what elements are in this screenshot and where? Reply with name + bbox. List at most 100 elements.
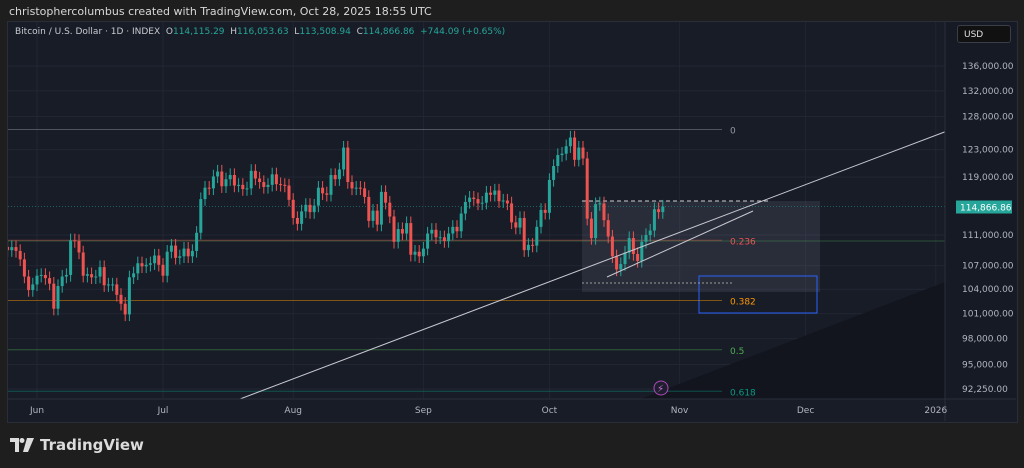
candle-body: [220, 171, 224, 187]
time-tick-label: Aug: [284, 406, 302, 416]
candle-body: [518, 217, 522, 228]
candle-body: [295, 217, 299, 224]
candle-body: [216, 171, 220, 177]
candle-body: [69, 240, 73, 275]
fib-level-label: 0: [730, 127, 736, 137]
price-tick-label: 95,000.00: [962, 361, 1008, 371]
time-tick-label: Jul: [157, 406, 169, 416]
candle-body: [552, 166, 556, 180]
candle-body: [581, 147, 585, 159]
candle-body: [178, 256, 182, 258]
price-tick-label: 136,000.00: [962, 62, 1014, 72]
candle-body: [48, 278, 52, 284]
candle-body: [165, 251, 169, 276]
candle-body: [283, 184, 287, 186]
price-tick-label: 101,000.00: [962, 310, 1014, 320]
candle-body: [438, 237, 442, 239]
low-value: 113,508.94: [299, 27, 351, 37]
candle-body: [228, 175, 232, 180]
candle-body: [455, 226, 459, 232]
candle-body: [497, 190, 501, 202]
candle-body: [132, 273, 136, 278]
candle-body: [451, 226, 455, 234]
candle-body: [52, 283, 56, 309]
high-value: 116,053.63: [237, 27, 289, 37]
candle-body: [182, 248, 186, 257]
candle-body: [501, 200, 505, 202]
candle-body: [346, 147, 350, 183]
candle-body: [203, 187, 207, 200]
candle-body: [434, 229, 438, 238]
price-tick-label: 128,000.00: [962, 112, 1014, 122]
candle-body: [350, 182, 354, 189]
candle-body: [543, 209, 547, 213]
candle-body: [400, 229, 404, 234]
change-value: +744.09 (+0.65%): [420, 27, 506, 37]
candle-body: [153, 255, 157, 264]
candle-body: [405, 223, 409, 234]
candle-body: [640, 241, 644, 261]
candle-body: [363, 188, 367, 197]
candle-body: [375, 210, 379, 225]
candle-body: [274, 174, 278, 185]
candle-body: [354, 187, 358, 189]
time-tick-label: Nov: [671, 406, 689, 416]
candle-body: [379, 191, 383, 225]
candle-body: [14, 247, 18, 251]
candle-body: [388, 202, 392, 217]
candle-body: [459, 213, 463, 232]
candle-body: [321, 187, 325, 194]
candle-body: [636, 253, 640, 261]
time-tick-label: Jun: [29, 406, 44, 416]
candle-body: [342, 147, 346, 170]
candle-body: [489, 192, 493, 195]
candle-body: [190, 250, 194, 257]
candle-body: [237, 184, 241, 186]
candle-body: [81, 252, 85, 276]
candle-body: [43, 274, 47, 279]
candle-body: [627, 238, 631, 253]
candle-body: [123, 303, 127, 315]
candle-body: [568, 137, 572, 147]
candle-body: [505, 200, 509, 204]
candle-body: [535, 226, 539, 246]
candle-body: [480, 202, 484, 204]
candle-body: [623, 252, 627, 265]
candle-body: [392, 216, 396, 242]
fib-level-label: 0.382: [730, 298, 756, 308]
candle-body: [312, 205, 316, 213]
symbol-title[interactable]: Bitcoin / U.S. Dollar · 1D · INDEX: [15, 27, 161, 37]
candle-body: [262, 182, 266, 187]
candle-body: [90, 274, 94, 278]
currency-button[interactable]: USD: [957, 25, 1011, 43]
candle-body: [421, 248, 425, 257]
lightning-icon: ⚡: [657, 384, 664, 395]
candle-body: [631, 238, 635, 254]
candle-body: [648, 230, 652, 236]
candle-body: [447, 233, 451, 242]
price-tick-label: 132,000.00: [962, 87, 1014, 97]
candle-body: [60, 276, 64, 287]
candle-body: [98, 267, 102, 277]
candle-body: [241, 184, 245, 190]
candle-body: [430, 229, 434, 234]
candle-body: [39, 274, 43, 276]
candle-body: [484, 192, 488, 203]
close-label: C: [356, 27, 363, 37]
candle-body: [157, 255, 161, 265]
candle-body: [468, 197, 472, 202]
candle-body: [325, 193, 329, 195]
candle-body: [115, 284, 119, 295]
candle-body: [413, 251, 417, 255]
price-tick-label: 104,000.00: [962, 285, 1014, 295]
price-tick-label: 92,250.00: [962, 385, 1008, 395]
candle-body: [199, 199, 203, 233]
price-tick-label: 111,000.00: [962, 231, 1014, 241]
candle-body: [10, 247, 14, 251]
candle-body: [102, 267, 106, 286]
tradingview-logo: TradingView: [10, 436, 144, 454]
candle-body: [577, 147, 581, 160]
candle-body: [224, 179, 228, 187]
price-tick-label: 98,000.00: [962, 335, 1008, 345]
